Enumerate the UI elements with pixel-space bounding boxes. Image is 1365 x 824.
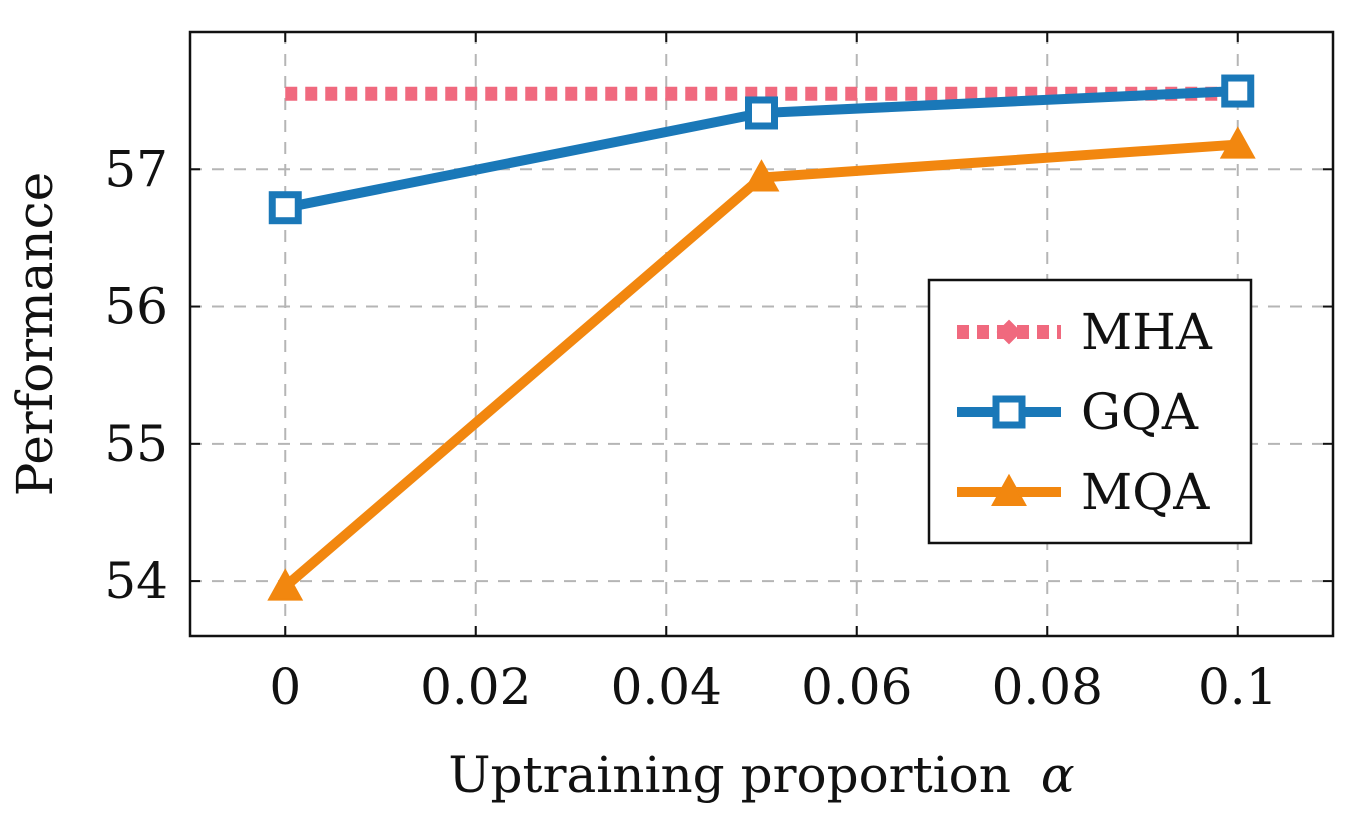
y-tick-label: 57	[104, 140, 168, 198]
y-axis-label: Performance	[6, 172, 64, 496]
legend-marker-mha	[996, 319, 1022, 345]
mqa-point	[1219, 126, 1256, 159]
x-axis-label: Uptraining proportion α	[448, 746, 1074, 804]
gqa-series	[268, 74, 1255, 225]
legend-marker-mqa	[991, 473, 1027, 506]
x-axis-label-symbol: α	[1041, 746, 1075, 804]
ticks: 0 0.02 0.04 0.06 0.08 0.1 54 55 56 57	[104, 32, 1333, 716]
mqa-point	[267, 568, 304, 601]
legend-label-mqa: MQA	[1081, 463, 1210, 521]
legend-label-mha: MHA	[1081, 303, 1213, 361]
x-axis-label-text: Uptraining proportion	[448, 746, 1011, 804]
gqa-point	[268, 191, 302, 225]
plot-frame	[188, 30, 1335, 638]
y-tick-label: 56	[104, 278, 168, 336]
legend-marker-gqa	[992, 395, 1026, 429]
y-tick-label: 54	[104, 552, 168, 610]
x-tick-label: 0.06	[801, 658, 912, 716]
x-tick-label: 0	[269, 658, 301, 716]
x-tick-label: 0.08	[992, 658, 1103, 716]
x-tick-label: 0.02	[420, 658, 531, 716]
legend-label-gqa: GQA	[1081, 383, 1199, 441]
gqa-point	[745, 96, 778, 130]
x-tick-label: 0.1	[1198, 658, 1278, 716]
mqa-point	[743, 159, 780, 192]
gqa-point	[1221, 74, 1255, 108]
legend: MHA GQA MQA	[927, 278, 1253, 545]
y-tick-label: 55	[104, 415, 168, 473]
x-tick-label: 0.04	[611, 658, 722, 716]
mqa-series	[267, 126, 1256, 601]
series-layer	[267, 74, 1256, 601]
